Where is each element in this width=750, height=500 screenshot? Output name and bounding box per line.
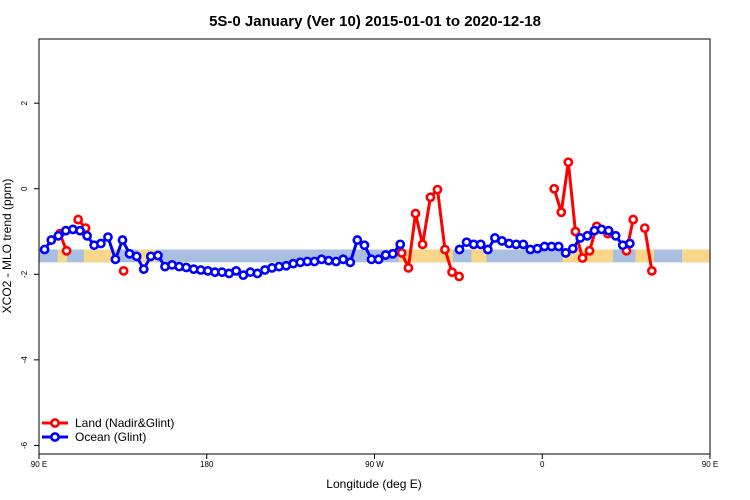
data-point [639,223,650,234]
data-point [432,184,443,195]
land-band-segment [398,249,453,263]
y-axis-label: XCO2 - MLO trend (ppm) [0,179,14,314]
plot-area [39,157,710,282]
data-point [628,214,639,225]
data-point [518,239,529,250]
data-point [417,239,428,250]
data-point [563,157,574,168]
x-axis: 90 E 180 90 W 0 90 E [31,454,718,469]
legend-label: Land (Nadir&Glint) [75,416,174,430]
data-point [440,244,450,255]
data-point [39,244,50,255]
data-point [570,226,581,237]
data-point [153,250,163,261]
data-point [345,257,356,268]
data-point [410,208,421,219]
data-point [447,267,457,278]
y-tick-label: 0 [20,186,29,191]
y-tick-label: -2 [20,270,29,278]
series-1 [39,224,635,281]
data-point [387,248,398,259]
data-point [556,207,567,218]
data-point [75,225,85,236]
data-point [582,230,593,241]
data-point [181,262,192,273]
data-point [46,235,57,245]
data-point [610,230,621,241]
data-point [323,255,334,266]
legend: Land (Nadir&Glint)Ocean (Glint) [42,416,174,444]
data-point [567,243,578,254]
data-point [603,225,614,236]
y-tick-label: 2 [20,100,29,105]
legend-marker [50,432,60,442]
data-point [252,268,263,279]
data-point [110,254,121,265]
x-tick-label: 180 [200,460,214,469]
x-axis-label: Longitude (deg E) [326,477,421,491]
data-point [475,239,486,250]
data-point [95,238,106,249]
y-tick-label: -4 [20,356,29,364]
data-point [82,230,92,241]
land-band-segment [471,249,487,263]
data-point [454,271,465,282]
data-point [646,265,657,276]
data-point [138,264,149,275]
data-point [560,248,571,258]
land-band-segment [682,249,710,263]
y-axis: -6 -4 -2 0 2 [20,100,39,449]
data-point [118,265,129,276]
data-point [553,241,564,252]
data-point [425,192,436,203]
data-point [396,248,407,258]
x-tick-label: 0 [540,460,545,469]
data-point [395,239,406,250]
legend-marker [50,418,60,428]
data-point [231,265,242,276]
x-tick-label: 90 E [702,460,718,469]
data-point [403,262,414,273]
data-point [373,254,384,265]
land-band-segment [57,249,67,263]
land-line-segment [643,227,654,272]
data-point [359,240,370,251]
data-point [352,235,363,245]
data-point [73,214,84,225]
data-point [454,244,465,255]
x-tick-label: 90 E [31,460,47,469]
data-point [577,253,588,263]
data-point [482,244,493,255]
data-point [103,232,113,242]
plot-frame [38,38,711,455]
data-point [61,245,72,256]
data-point [549,183,560,194]
data-point [53,230,64,241]
data-point [117,235,128,245]
chart-title: 5S-0 January (Ver 10) 2015-01-01 to 2020… [209,13,541,30]
x-tick-label: 90 W [365,460,384,469]
data-point [584,245,595,256]
data-point [131,251,142,262]
data-point [624,238,635,249]
legend-label: Ocean (Glint) [75,430,146,444]
land-band-segment [83,249,118,263]
y-tick-label: -6 [20,441,29,449]
